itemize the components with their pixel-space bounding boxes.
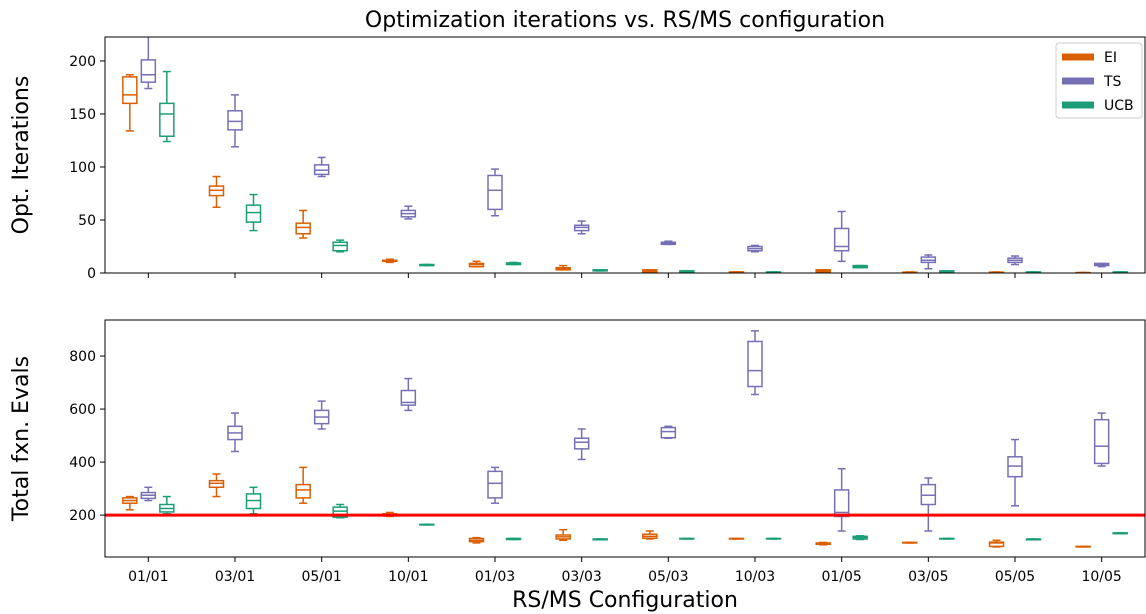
box xyxy=(747,340,763,388)
x-tick-label: 05/01 xyxy=(301,569,341,585)
y-axis-label: Total fxn. Evals xyxy=(9,356,34,522)
axes-frame xyxy=(104,319,1146,558)
y-tick-label: 150 xyxy=(69,107,96,123)
x-tick-label: 05/03 xyxy=(648,569,688,585)
box xyxy=(245,204,262,223)
x-tick-label: 10/05 xyxy=(1081,569,1121,585)
y-tick-label: 800 xyxy=(69,349,96,365)
chart-title: Optimization iterations vs. RS/MS config… xyxy=(365,8,885,33)
plot-area xyxy=(105,330,1145,548)
x-tick-label: 01/03 xyxy=(475,569,515,585)
y-tick-label: 200 xyxy=(69,54,96,70)
box xyxy=(295,222,311,235)
box xyxy=(487,470,503,499)
box xyxy=(140,59,157,83)
box xyxy=(332,241,348,252)
x-tick-label: 10/03 xyxy=(735,569,775,585)
x-tick-label: 10/01 xyxy=(388,569,428,585)
y-tick-label: 200 xyxy=(69,508,96,524)
box xyxy=(833,227,850,252)
plot-area xyxy=(122,37,1128,273)
box xyxy=(122,76,138,105)
x-tick-label: 03/01 xyxy=(215,569,255,585)
box xyxy=(400,389,417,406)
x-tick-label: 01/01 xyxy=(128,569,168,585)
box xyxy=(295,483,311,499)
x-axis-label: RS/MS Configuration xyxy=(512,588,738,613)
box xyxy=(159,102,175,137)
x-tick-label: 01/05 xyxy=(821,569,861,585)
y-tick-label: 400 xyxy=(69,455,96,471)
box xyxy=(988,541,1005,548)
y-tick-label: 100 xyxy=(69,160,96,176)
x-tick-label: 05/05 xyxy=(995,569,1035,585)
y-tick-label: 50 xyxy=(78,213,96,229)
box xyxy=(227,110,243,131)
axes-frame xyxy=(104,36,1146,274)
legend-box xyxy=(1055,42,1143,119)
box xyxy=(573,437,590,450)
x-tick-label: 03/03 xyxy=(561,569,601,585)
y-tick-label: 600 xyxy=(69,402,96,418)
y-axis-label: Opt. Iterations xyxy=(9,76,34,235)
x-tick-label: 03/05 xyxy=(908,569,948,585)
box xyxy=(1093,418,1110,465)
box xyxy=(332,506,348,518)
legend-label: TS xyxy=(1103,74,1122,90)
legend-label: EI xyxy=(1104,50,1117,66)
box xyxy=(487,174,503,211)
y-tick-label: 0 xyxy=(87,266,96,282)
box xyxy=(660,426,677,439)
legend-label: UCB xyxy=(1104,98,1134,114)
